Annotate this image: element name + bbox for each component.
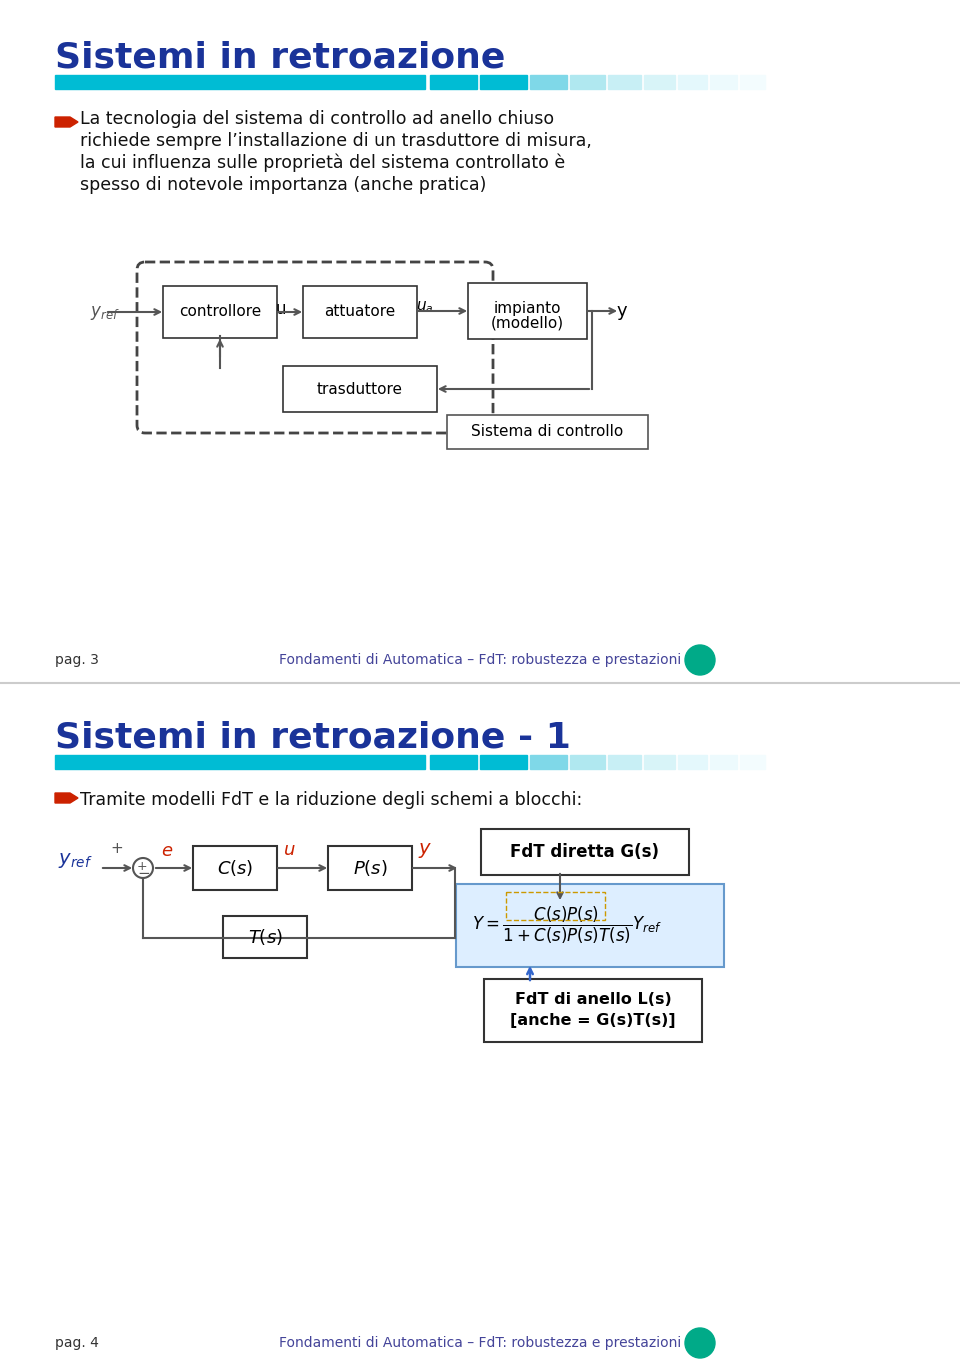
Bar (570, 75, 605, 89)
Bar (530, 75, 567, 89)
Text: +: + (110, 841, 123, 856)
Bar (430, 75, 477, 89)
Text: la cui influenza sulle proprietà del sistema controllato è: la cui influenza sulle proprietà del sis… (80, 154, 565, 172)
Text: $y$: $y$ (418, 841, 432, 860)
Text: $y_{ref}$: $y_{ref}$ (58, 850, 92, 869)
Text: Fondamenti di Automatica – FdT: robustezza e prestazioni: Fondamenti di Automatica – FdT: robustez… (278, 1336, 682, 1351)
Text: $e$: $e$ (161, 842, 174, 860)
Bar (55, 755, 425, 770)
FancyBboxPatch shape (193, 846, 277, 890)
FancyBboxPatch shape (163, 286, 277, 338)
Text: [anche = G(s)T(s)]: [anche = G(s)T(s)] (510, 1013, 676, 1028)
Bar (608, 75, 641, 89)
Bar (530, 755, 567, 770)
FancyArrow shape (55, 793, 78, 802)
Text: (modello): (modello) (491, 316, 564, 331)
Text: y: y (617, 302, 628, 320)
Text: +: + (137, 860, 148, 872)
Bar (570, 755, 605, 770)
Text: −: − (137, 865, 150, 880)
Text: Fondamenti di Automatica – FdT: robustezza e prestazioni: Fondamenti di Automatica – FdT: robustez… (278, 653, 682, 667)
FancyBboxPatch shape (303, 286, 417, 338)
Text: FdT diretta G(s): FdT diretta G(s) (511, 843, 660, 861)
FancyBboxPatch shape (484, 979, 702, 1042)
FancyBboxPatch shape (468, 283, 587, 339)
Text: $C(s)$: $C(s)$ (217, 858, 253, 878)
Bar (644, 755, 675, 770)
Bar (678, 75, 707, 89)
FancyBboxPatch shape (447, 416, 648, 448)
Bar (710, 75, 737, 89)
Text: $y_{ref}$: $y_{ref}$ (90, 303, 120, 323)
Text: FdT di anello L(s): FdT di anello L(s) (515, 992, 671, 1007)
Bar (678, 755, 707, 770)
Text: attuatore: attuatore (324, 305, 396, 320)
Bar (740, 75, 765, 89)
Text: controllore: controllore (179, 305, 261, 320)
Text: impianto: impianto (493, 301, 561, 316)
Text: $u_a$: $u_a$ (416, 299, 434, 314)
Text: Sistemi in retroazione - 1: Sistemi in retroazione - 1 (55, 720, 571, 755)
Text: trasduttore: trasduttore (317, 381, 403, 396)
Bar (608, 755, 641, 770)
FancyBboxPatch shape (223, 916, 307, 958)
Bar (740, 755, 765, 770)
Text: Sistemi in retroazione: Sistemi in retroazione (55, 41, 505, 75)
Text: pag. 4: pag. 4 (55, 1336, 99, 1351)
Text: pag. 3: pag. 3 (55, 653, 99, 667)
Text: $T(s)$: $T(s)$ (248, 927, 282, 947)
Text: $Y = \dfrac{C(s)P(s)}{1+C(s)P(s)T(s)}Y_{ref}$: $Y = \dfrac{C(s)P(s)}{1+C(s)P(s)T(s)}Y_{… (472, 905, 662, 946)
Text: richiede sempre l’installazione di un trasduttore di misura,: richiede sempre l’installazione di un tr… (80, 133, 592, 150)
Bar (55, 75, 425, 89)
Bar (644, 75, 675, 89)
Bar (480, 755, 527, 770)
Circle shape (685, 1327, 715, 1357)
Text: Sistema di controllo: Sistema di controllo (470, 425, 623, 440)
Text: spesso di notevole importanza (anche pratica): spesso di notevole importanza (anche pra… (80, 176, 487, 194)
Text: La tecnologia del sistema di controllo ad anello chiuso: La tecnologia del sistema di controllo a… (80, 109, 554, 128)
FancyArrow shape (55, 118, 78, 127)
Bar (430, 755, 477, 770)
Circle shape (133, 858, 153, 878)
Bar (710, 755, 737, 770)
Circle shape (685, 645, 715, 675)
FancyBboxPatch shape (481, 828, 689, 875)
FancyBboxPatch shape (328, 846, 412, 890)
Text: $P(s)$: $P(s)$ (352, 858, 387, 878)
FancyBboxPatch shape (456, 884, 724, 966)
Bar (480, 75, 527, 89)
FancyBboxPatch shape (283, 366, 437, 411)
Text: $u$: $u$ (283, 841, 296, 858)
Text: u: u (276, 299, 286, 319)
Text: Tramite modelli FdT e la riduzione degli schemi a blocchi:: Tramite modelli FdT e la riduzione degli… (80, 791, 583, 809)
